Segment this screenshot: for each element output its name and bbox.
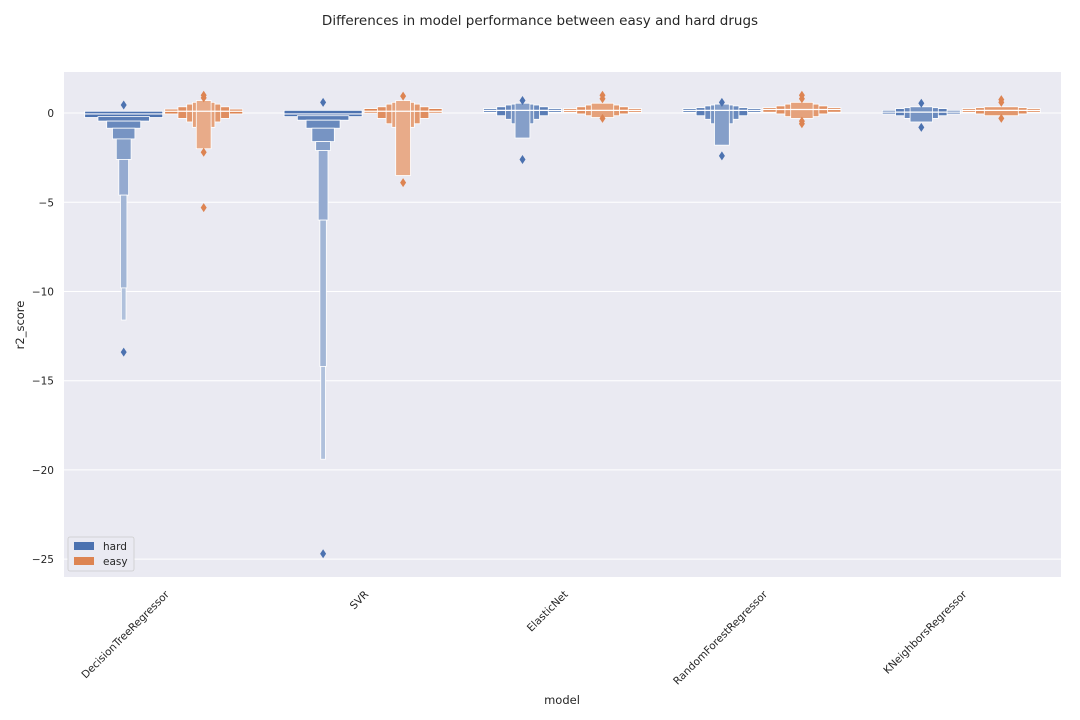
outlier-point [918, 98, 925, 108]
y-tick-label: −5 [39, 197, 54, 209]
outlier-point [320, 549, 327, 559]
x-axis-label: model [544, 693, 580, 707]
legend-swatch-hard [74, 542, 94, 550]
boxen-level [790, 101, 814, 119]
boxen-level [296, 115, 350, 121]
boxen-level [112, 127, 136, 140]
boxen-level [115, 138, 132, 160]
x-tick-label: RandomForestRegressor [671, 588, 770, 687]
y-tick-label: 0 [47, 108, 54, 120]
boxen-level [315, 141, 331, 151]
y-tick-labels: 0 −5 −10 −15 −20 −25 [32, 108, 54, 566]
legend-label-hard: hard [103, 541, 127, 553]
boxen-easy-2 [563, 90, 642, 123]
boxen-level [120, 194, 128, 289]
boxen-level [106, 120, 142, 129]
outlier-point [200, 203, 207, 213]
boxen-level [320, 366, 326, 460]
boxen-level [97, 116, 150, 122]
y-tick-label: −20 [32, 465, 54, 477]
legend-swatch-easy [74, 557, 94, 565]
boxen-hard-2 [483, 96, 562, 164]
outlier-point [120, 347, 127, 357]
boxen-hard-1 [283, 97, 363, 559]
outlier-point [798, 94, 805, 104]
boxen-easy-3 [762, 90, 842, 129]
boxen-hard-0 [84, 100, 164, 357]
boxen-easy-4 [961, 95, 1041, 123]
boxen-level [514, 102, 531, 139]
boxen-marks [84, 90, 1041, 559]
boxen-hard-4 [881, 98, 961, 132]
boxen-level [319, 219, 327, 367]
chart-title: Differences in model performance between… [322, 13, 758, 29]
x-tick-label: ElasticNet [525, 589, 571, 635]
boxen-level [195, 100, 212, 150]
x-tick-label: SVR [348, 589, 371, 612]
boxen-level [909, 106, 933, 123]
outlier-point [200, 93, 207, 103]
boxen-level [120, 287, 127, 321]
outlier-point [519, 96, 526, 106]
boxen-hard-3 [682, 97, 762, 161]
legend: hard easy [67, 536, 135, 572]
x-tick-label: KNeighborsRegressor [881, 588, 970, 677]
boxen-level [305, 119, 341, 129]
outlier-point [120, 100, 127, 110]
outlier-point [998, 97, 1005, 107]
boxen-easy-0 [164, 90, 244, 213]
outlier-point [718, 97, 725, 107]
boxen-level [311, 127, 335, 142]
y-tick-label: −25 [32, 554, 54, 566]
y-axis-label: r2_score [13, 301, 27, 350]
x-tick-label: DecisionTreeRegressor [79, 588, 172, 681]
outlier-point [998, 113, 1005, 123]
y-tick-label: −15 [32, 376, 54, 388]
boxen-level [118, 159, 129, 196]
outlier-point [798, 119, 805, 129]
outlier-point [400, 91, 407, 101]
outlier-point [320, 97, 327, 107]
x-tick-labels: DecisionTreeRegressor SVR ElasticNet Random… [79, 588, 970, 687]
y-tick-label: −10 [32, 286, 54, 298]
plot-area [64, 72, 1061, 577]
outlier-point [918, 122, 925, 132]
outlier-point [400, 178, 407, 188]
boxen-level [317, 150, 329, 221]
outlier-point [599, 94, 606, 104]
boxen-easy-1 [363, 91, 443, 188]
outlier-point [519, 154, 526, 164]
outlier-point [718, 151, 725, 161]
outlier-point [599, 113, 606, 123]
outlier-point [200, 147, 207, 157]
legend-label-easy: easy [103, 556, 128, 568]
